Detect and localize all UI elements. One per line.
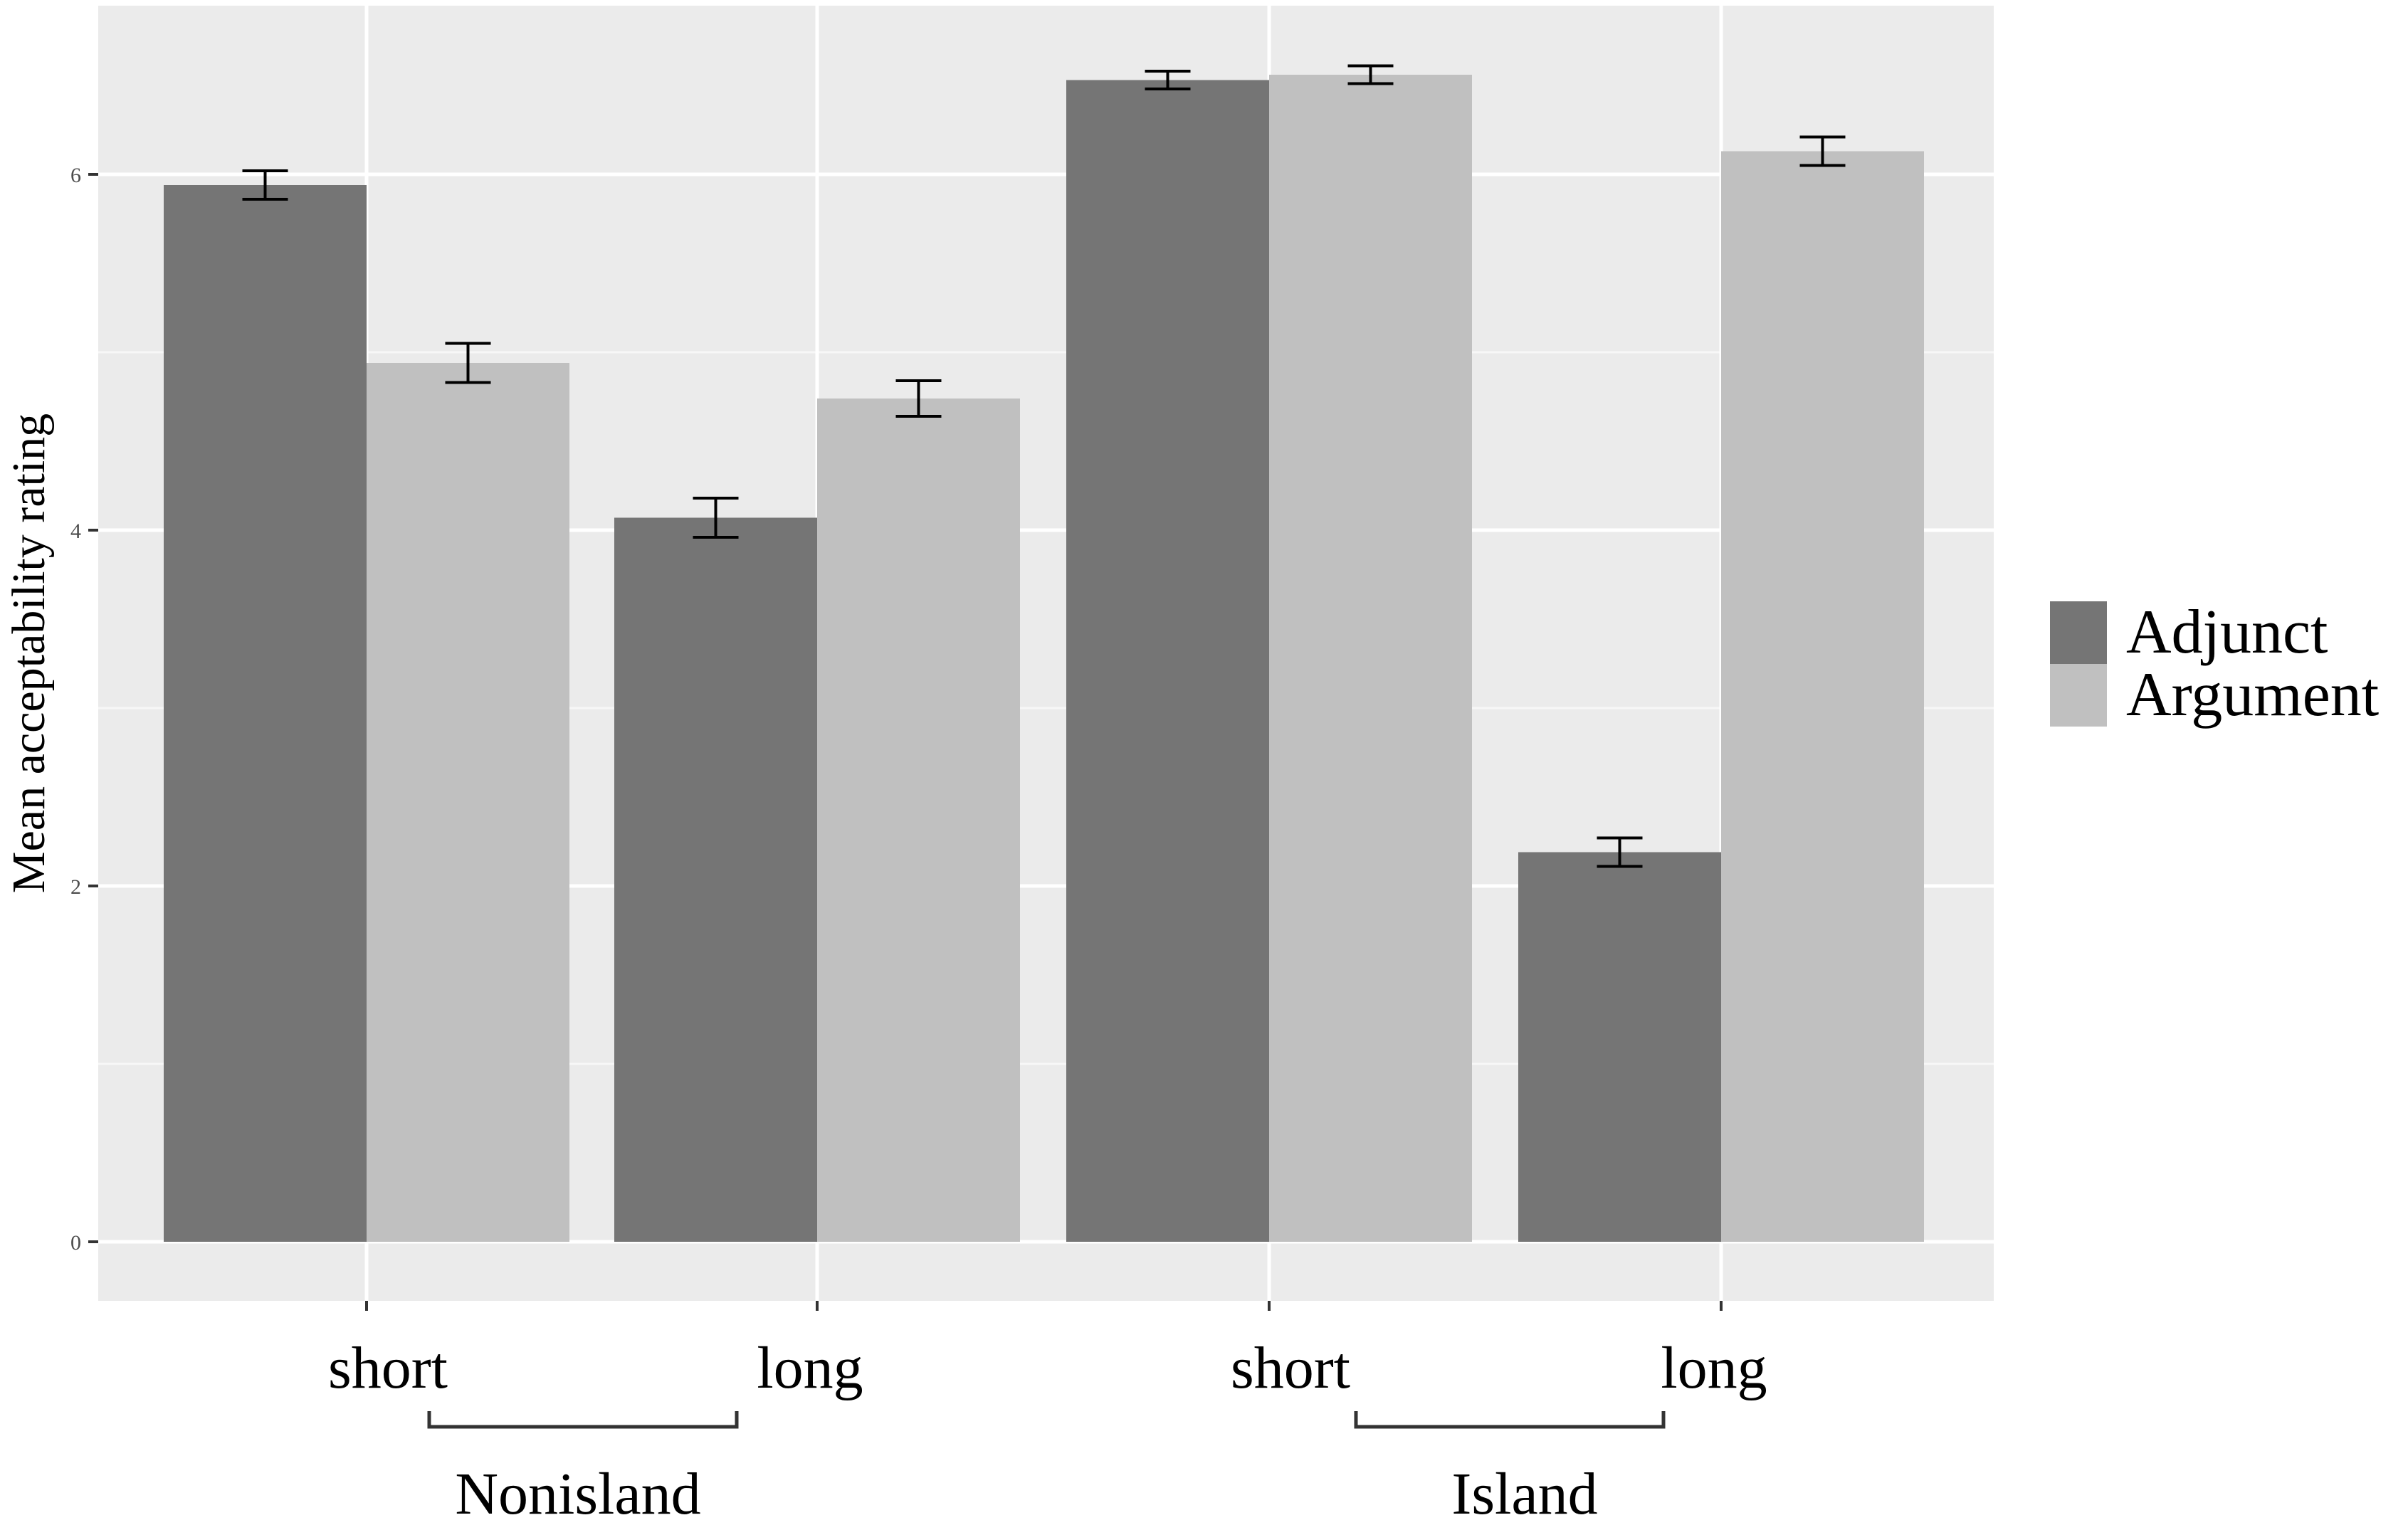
error-bar-adjunct-2	[1145, 70, 1191, 90]
bar-argument-2	[1269, 75, 1472, 1242]
error-bar-adjunct-3	[1597, 836, 1643, 868]
bars	[164, 75, 1924, 1242]
x-tick-label: long	[757, 1335, 863, 1401]
error-bar-adjunct-1	[693, 497, 739, 539]
y-tick-label: 4	[70, 519, 81, 543]
error-bars	[242, 64, 1846, 868]
y-tick-label: 2	[70, 875, 81, 899]
bar-argument-0	[367, 363, 569, 1242]
x-tick-label: long	[1661, 1335, 1767, 1401]
bar-adjunct-1	[614, 517, 817, 1242]
error-bar-argument-1	[895, 379, 942, 418]
bar-argument-1	[817, 399, 1020, 1242]
bar-adjunct-3	[1518, 852, 1721, 1242]
group-bracket	[1354, 1411, 1666, 1429]
bar-argument-3	[1721, 151, 1924, 1242]
group-label: Island	[1451, 1461, 1597, 1525]
error-bar-argument-3	[1799, 135, 1846, 167]
legend-key-adjunct	[2050, 601, 2107, 664]
error-bar-argument-2	[1347, 64, 1394, 85]
y-tick-label: 6	[70, 164, 81, 187]
error-bar-argument-0	[445, 342, 491, 384]
x-axis-ticks: short long short long	[328, 1301, 1767, 1401]
y-axis-ticks: 0 2 4 6	[70, 164, 98, 1255]
bar-adjunct-0	[164, 185, 367, 1242]
y-tick-label: 0	[70, 1231, 81, 1255]
legend-label-argument: Argument	[2126, 660, 2379, 729]
legend-key-argument	[2050, 664, 2107, 727]
group-bracket	[427, 1411, 739, 1429]
y-axis-title: Mean acceptability rating	[3, 413, 55, 893]
x-tick-label: short	[1231, 1335, 1350, 1401]
bar-adjunct-2	[1066, 80, 1269, 1242]
x-tick-label: short	[328, 1335, 448, 1401]
legend-label-adjunct: Adjunct	[2126, 598, 2328, 667]
error-bar-adjunct-0	[242, 169, 288, 201]
group-label: Nonisland	[455, 1461, 700, 1525]
group-brackets: Nonisland Island	[427, 1411, 1666, 1525]
